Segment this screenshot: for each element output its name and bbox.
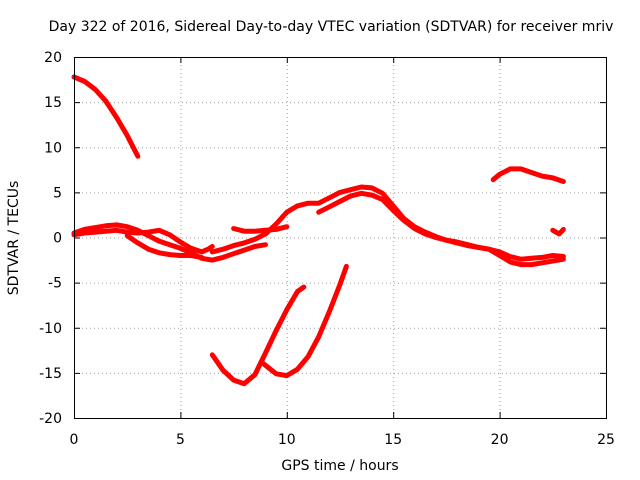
series-line-s3: [71, 227, 215, 255]
series-line-s11: [258, 263, 349, 379]
y-axis-label: SDTVAR / TECUs: [6, 181, 22, 296]
series-line-s6: [209, 184, 566, 262]
x-tick-label: 15: [384, 432, 402, 448]
y-tick-label: 10: [44, 140, 62, 156]
y-tick-label: -5: [48, 276, 62, 292]
x-tick-labels: 0 5 10 15 20 25: [70, 432, 615, 448]
series-line-s4: [124, 233, 205, 260]
y-tick-label: 5: [53, 185, 62, 201]
series-line-s8: [550, 226, 566, 237]
x-axis-label: GPS time / hours: [281, 458, 398, 474]
x-tick-label: 0: [70, 432, 79, 448]
x-tick-label: 20: [491, 432, 509, 448]
grid: [74, 57, 606, 418]
x-tick-label: 10: [278, 432, 296, 448]
series-line-s2: [71, 222, 268, 263]
y-tick-labels: -20 -15 -10 -5 0 5 10 15 20: [39, 50, 62, 427]
series-line-s7: [316, 190, 566, 268]
y-tick-label: -20: [39, 411, 62, 427]
y-tick-label: -10: [39, 321, 62, 337]
y-tick-label: -15: [39, 366, 62, 382]
y-tick-label: 0: [53, 231, 62, 247]
y-tick-label: 15: [44, 95, 62, 111]
series-layer: [71, 74, 566, 387]
y-tick-label: 20: [44, 50, 62, 66]
x-tick-label: 5: [176, 432, 185, 448]
chart-title: Day 322 of 2016, Sidereal Day-to-day VTE…: [49, 19, 614, 35]
ticks: [74, 57, 607, 419]
series-line-s5: [231, 224, 290, 234]
series-line-s10: [209, 284, 307, 387]
series-line-s1: [71, 74, 141, 159]
series-line-s9: [490, 166, 566, 184]
x-tick-label: 25: [597, 432, 615, 448]
